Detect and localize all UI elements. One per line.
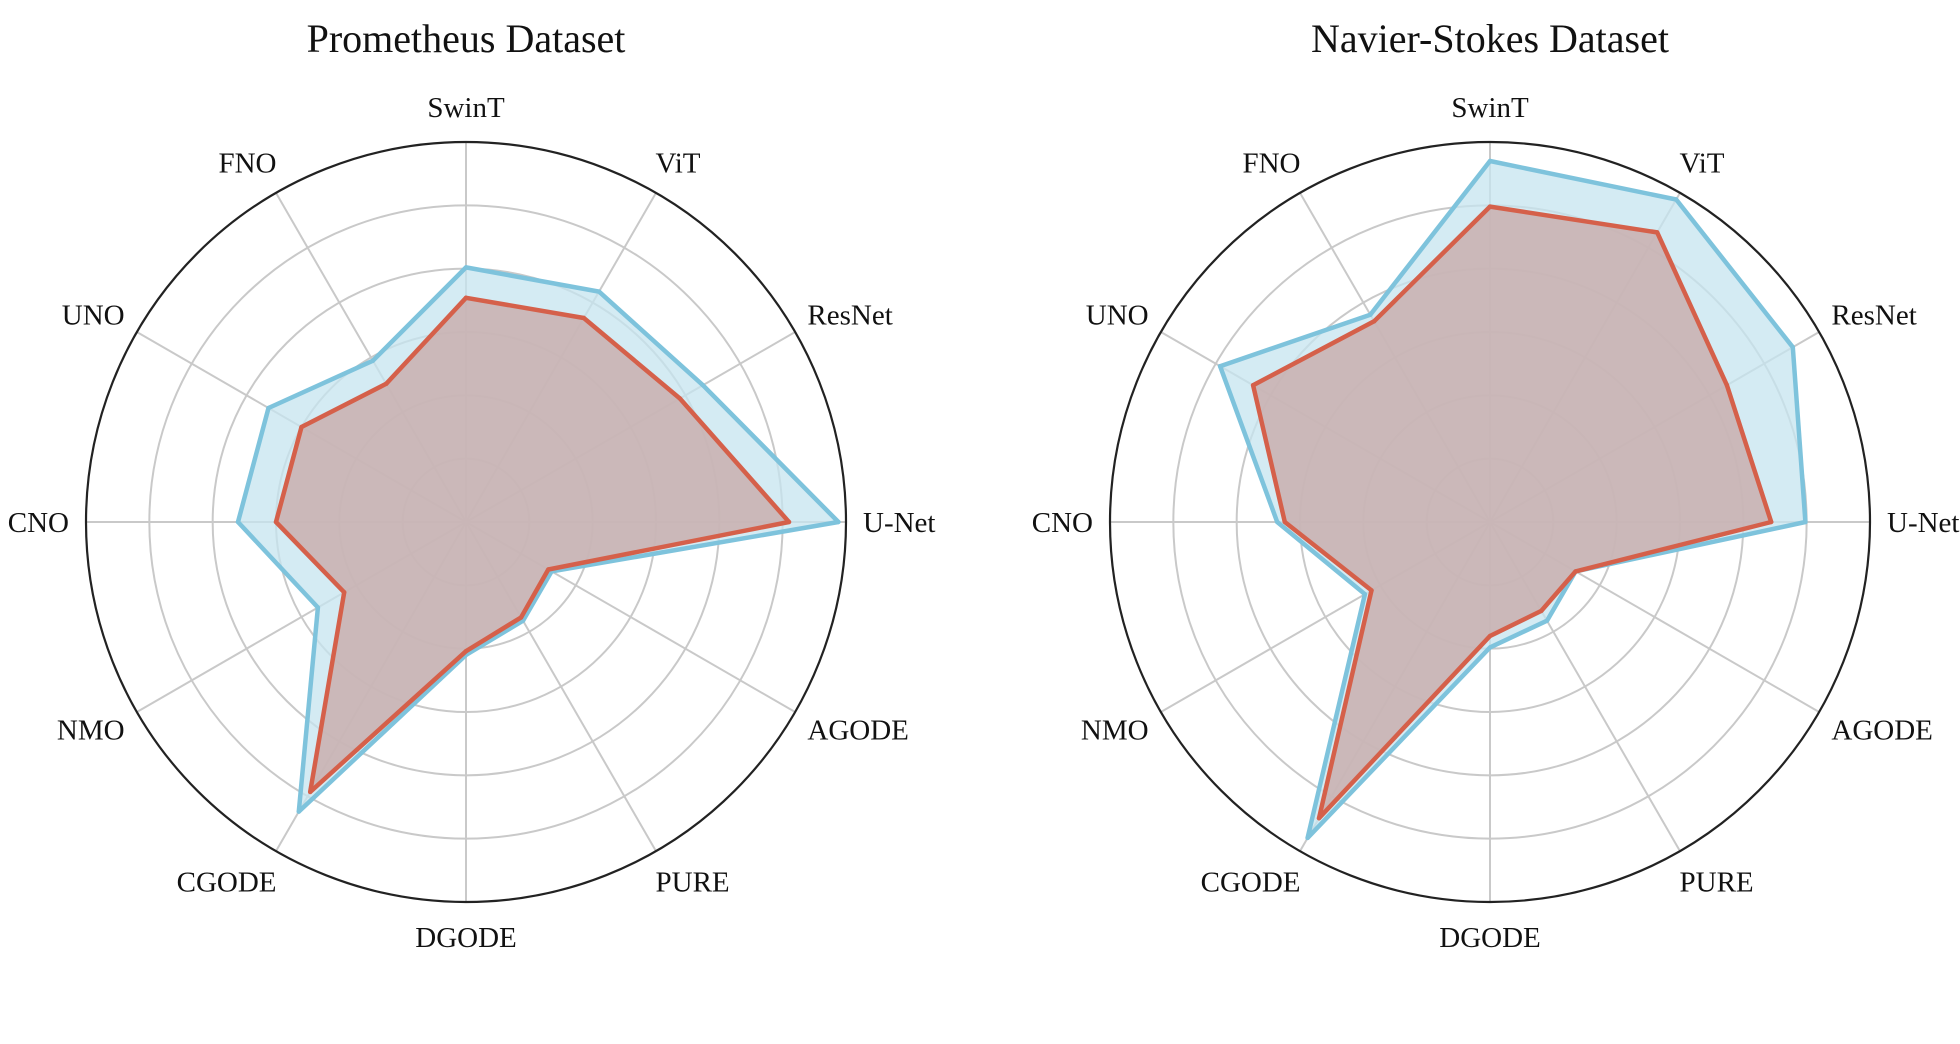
series-1-point-fno	[370, 358, 376, 363]
series-2-area	[1253, 206, 1772, 819]
series-1-point-swint	[463, 265, 469, 270]
series-2-point-pure	[518, 615, 524, 620]
axis-label-pure: PURE	[1680, 866, 1754, 898]
series-1-point-pure	[1544, 618, 1550, 623]
axis-label-uno: UNO	[1086, 300, 1149, 332]
series-1-point-uno	[266, 405, 271, 411]
radar-chart-prometheus: U-Net ResNet ViT SwinT FNO UNO CNO NMO CGODE DGOD…	[8, 16, 936, 954]
series-2-point-fno	[1371, 319, 1377, 324]
series-1-point-vit	[1674, 197, 1679, 202]
series-2-point-vit	[1655, 230, 1660, 235]
series-1-point-u-net	[1803, 519, 1808, 525]
series-2-point-swint	[1487, 204, 1493, 209]
series-2-point-agode	[1573, 569, 1578, 574]
axis-label-cno: CNO	[8, 507, 69, 539]
axis-label-nmo: NMO	[1081, 715, 1149, 747]
axis-label-resnet: ResNet	[807, 300, 892, 332]
series-1-point-vit	[596, 289, 602, 294]
axis-label-resnet: ResNet	[1831, 300, 1916, 332]
series-2-point-u-net	[786, 519, 792, 525]
axis-label-u-net: U-Net	[863, 507, 935, 539]
series-1-point-swint	[1487, 158, 1493, 164]
radar-chart-navier-stokes: U-Net ResNet ViT SwinT FNO UNO CNO NMO CGODE DGOD…	[1032, 16, 1960, 954]
axis-label-pure: PURE	[656, 866, 730, 898]
series-1-point-dgode	[1487, 645, 1493, 650]
series-2-point-uno	[299, 424, 304, 430]
series-1-point-nmo	[315, 605, 321, 610]
axis-label-swint: SwinT	[427, 92, 505, 124]
series-2-area	[276, 297, 789, 792]
series-1-point-cno	[235, 519, 241, 525]
series-1-point-nmo	[1362, 592, 1368, 597]
series-1-point-cno	[1275, 519, 1280, 525]
series-1-point-u-net	[836, 519, 841, 525]
series-2-point-resnet	[1724, 383, 1730, 388]
series-2-point-cno	[273, 519, 279, 525]
axis-label-fno: FNO	[218, 148, 276, 180]
axis-label-cno: CNO	[1032, 507, 1093, 539]
series-2-point-cgode	[308, 789, 313, 795]
series-1-point-cgode	[1305, 835, 1310, 841]
axis-label-cgode: CGODE	[1201, 866, 1301, 898]
series-2-point-vit	[581, 315, 586, 321]
axis-label-fno: FNO	[1242, 148, 1300, 180]
chart-title: Navier-Stokes Dataset	[1311, 16, 1669, 61]
series-2-point-agode	[546, 567, 551, 572]
series-2-point-nmo	[1369, 588, 1374, 593]
series-2-point-swint	[463, 295, 469, 300]
series-1-point-uno	[1217, 364, 1223, 369]
chart-title: Prometheus Dataset	[307, 16, 626, 61]
axis-label-cgode: CGODE	[177, 866, 277, 898]
axis-label-agode: AGODE	[807, 715, 909, 747]
series-2-point-dgode	[1487, 633, 1493, 639]
series-2-point-cgode	[1316, 816, 1322, 821]
series-2-point-dgode	[463, 649, 469, 654]
axis-label-agode: AGODE	[1831, 715, 1933, 747]
series-2-point-pure	[1539, 608, 1544, 614]
axis-label-dgode: DGODE	[415, 922, 517, 954]
series-2-point-cno	[1282, 519, 1288, 525]
series-1-point-fno	[1368, 312, 1373, 317]
series-2-point-u-net	[1769, 519, 1774, 525]
axis-label-dgode: DGODE	[1439, 922, 1541, 954]
series-1-point-pure	[520, 618, 526, 623]
axis-label-uno: UNO	[62, 300, 125, 332]
series-2-point-fno	[384, 381, 389, 386]
axis-label-u-net: U-Net	[1887, 507, 1959, 539]
axis-label-vit: ViT	[656, 148, 701, 180]
axis-label-nmo: NMO	[57, 715, 125, 747]
series-1-point-resnet	[1790, 345, 1796, 350]
series-1-point-resnet	[700, 383, 706, 388]
series-2-point-resnet	[677, 396, 683, 401]
series-2-point-nmo	[342, 590, 347, 595]
axis-label-vit: ViT	[1680, 148, 1725, 180]
axis-label-swint: SwinT	[1451, 92, 1529, 124]
series-1-point-cgode	[296, 809, 301, 814]
outer-ring	[84, 140, 848, 904]
series-2-point-uno	[1250, 383, 1256, 388]
outer-ring	[1108, 140, 1872, 904]
